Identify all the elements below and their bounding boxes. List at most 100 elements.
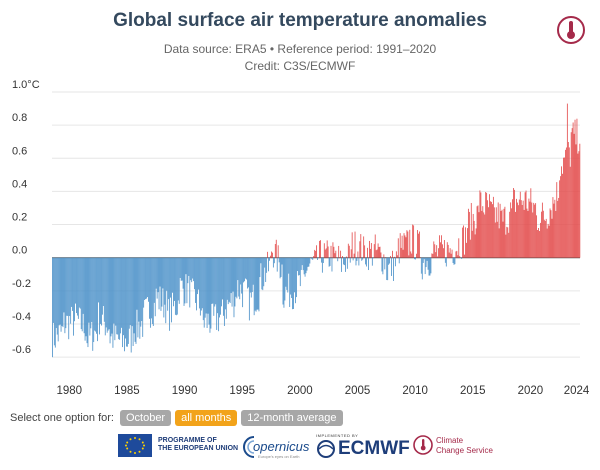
anomaly-bar — [429, 257, 431, 276]
anomaly-bar — [296, 257, 298, 272]
anomaly-bar — [307, 257, 309, 267]
anomaly-bar — [61, 257, 63, 326]
anomaly-bar — [418, 231, 420, 258]
anomaly-bar — [498, 228, 500, 258]
anomaly-bar — [198, 257, 199, 290]
anomaly-bar — [195, 257, 196, 303]
anomaly-bar — [309, 257, 311, 264]
anomaly-bar — [128, 257, 130, 329]
anomaly-bar — [118, 257, 120, 340]
anomaly-bar — [556, 182, 558, 258]
anomaly-bar — [353, 253, 355, 258]
anomaly-bar — [315, 250, 317, 258]
anomaly-bar — [176, 257, 178, 315]
anomaly-bar — [123, 257, 124, 336]
anomaly-bar — [155, 257, 157, 289]
anomaly-bar — [119, 257, 121, 340]
anomaly-bar — [53, 257, 55, 346]
anomaly-bar — [462, 227, 464, 258]
anomaly-bar — [388, 257, 390, 265]
anomaly-bar — [198, 257, 200, 309]
anomaly-bar — [413, 225, 415, 258]
c3s-text: Climate Change Service — [436, 436, 493, 456]
anomaly-bar — [174, 257, 176, 315]
anomaly-bar — [125, 257, 126, 339]
anomaly-bar — [306, 257, 308, 271]
anomaly-bar — [375, 250, 377, 258]
anomaly-bar — [488, 207, 489, 258]
anomaly-bar — [326, 240, 328, 258]
anomaly-bar — [444, 257, 446, 263]
anomaly-bar — [397, 238, 399, 258]
anomaly-bar — [257, 257, 259, 310]
anomaly-bar — [237, 257, 239, 281]
anomaly-bar — [77, 257, 79, 319]
anomaly-bar — [345, 256, 347, 258]
anomaly-bar — [94, 257, 96, 331]
anomaly-bar — [190, 257, 192, 281]
anomaly-bar — [133, 257, 135, 334]
anomaly-bar — [287, 257, 289, 293]
anomaly-bar — [343, 257, 344, 265]
option-12-month-average[interactable]: 12-month average — [241, 410, 343, 426]
anomaly-bar — [510, 202, 512, 258]
anomaly-bar — [421, 257, 423, 280]
anomaly-bar — [423, 257, 425, 260]
anomaly-bar — [284, 257, 286, 301]
anomaly-bar — [451, 249, 453, 258]
anomaly-bar — [142, 257, 144, 337]
anomaly-bar — [543, 219, 545, 258]
anomaly-bar — [289, 257, 291, 308]
anomaly-bar — [579, 143, 581, 258]
anomaly-bar — [239, 257, 241, 300]
anomaly-bar — [85, 257, 87, 337]
anomaly-bar — [494, 222, 496, 258]
anomaly-bar — [286, 257, 288, 290]
anomaly-bar — [209, 257, 211, 333]
anomaly-bar — [517, 205, 519, 258]
anomaly-bar — [448, 252, 450, 258]
anomaly-bar — [266, 257, 268, 273]
anomaly-bar — [477, 205, 479, 258]
anomaly-bar — [562, 173, 563, 258]
anomaly-bar — [293, 257, 294, 309]
anomaly-bar — [236, 257, 238, 299]
anomaly-bar — [344, 257, 345, 266]
option-selector: Select one option for: October all month… — [10, 410, 343, 426]
anomaly-bar — [515, 211, 516, 258]
option-all-months[interactable]: all months — [175, 410, 238, 426]
anomaly-bar — [349, 257, 351, 263]
anomaly-bar — [569, 166, 571, 258]
anomaly-bar — [432, 253, 434, 258]
anomaly-bar — [417, 230, 418, 258]
anomaly-bar — [275, 239, 277, 258]
anomaly-bar — [386, 257, 388, 281]
anomaly-bar — [433, 241, 435, 258]
anomaly-bar — [253, 257, 255, 316]
anomaly-bar — [495, 207, 497, 258]
anomaly-bar — [109, 257, 111, 344]
anomaly-bar — [290, 257, 292, 295]
anomaly-bar — [175, 257, 177, 316]
anomaly-bar — [490, 201, 491, 258]
anomaly-bar — [127, 257, 129, 344]
anomaly-bar — [152, 257, 154, 326]
anomaly-bar — [550, 210, 552, 258]
anomaly-bar — [157, 257, 159, 293]
anomaly-bar — [280, 257, 282, 277]
anomaly-bar — [117, 257, 119, 335]
anomaly-bar — [513, 188, 514, 258]
anomaly-bar — [282, 257, 284, 305]
anomaly-bar — [320, 240, 321, 258]
option-october[interactable]: October — [119, 410, 172, 426]
anomaly-bar — [537, 229, 538, 258]
anomaly-bar — [281, 257, 283, 265]
anomaly-bar — [76, 257, 78, 316]
anomaly-bar — [224, 257, 226, 310]
anomaly-bar — [436, 245, 438, 258]
anomaly-chart: 1.0°C0.80.60.40.20.0-0.2-0.4-0.6 1980 198… — [12, 79, 590, 397]
anomaly-bar — [538, 227, 539, 258]
anomaly-bar — [437, 256, 439, 258]
anomaly-bar — [305, 257, 307, 274]
anomaly-bar — [154, 257, 156, 317]
